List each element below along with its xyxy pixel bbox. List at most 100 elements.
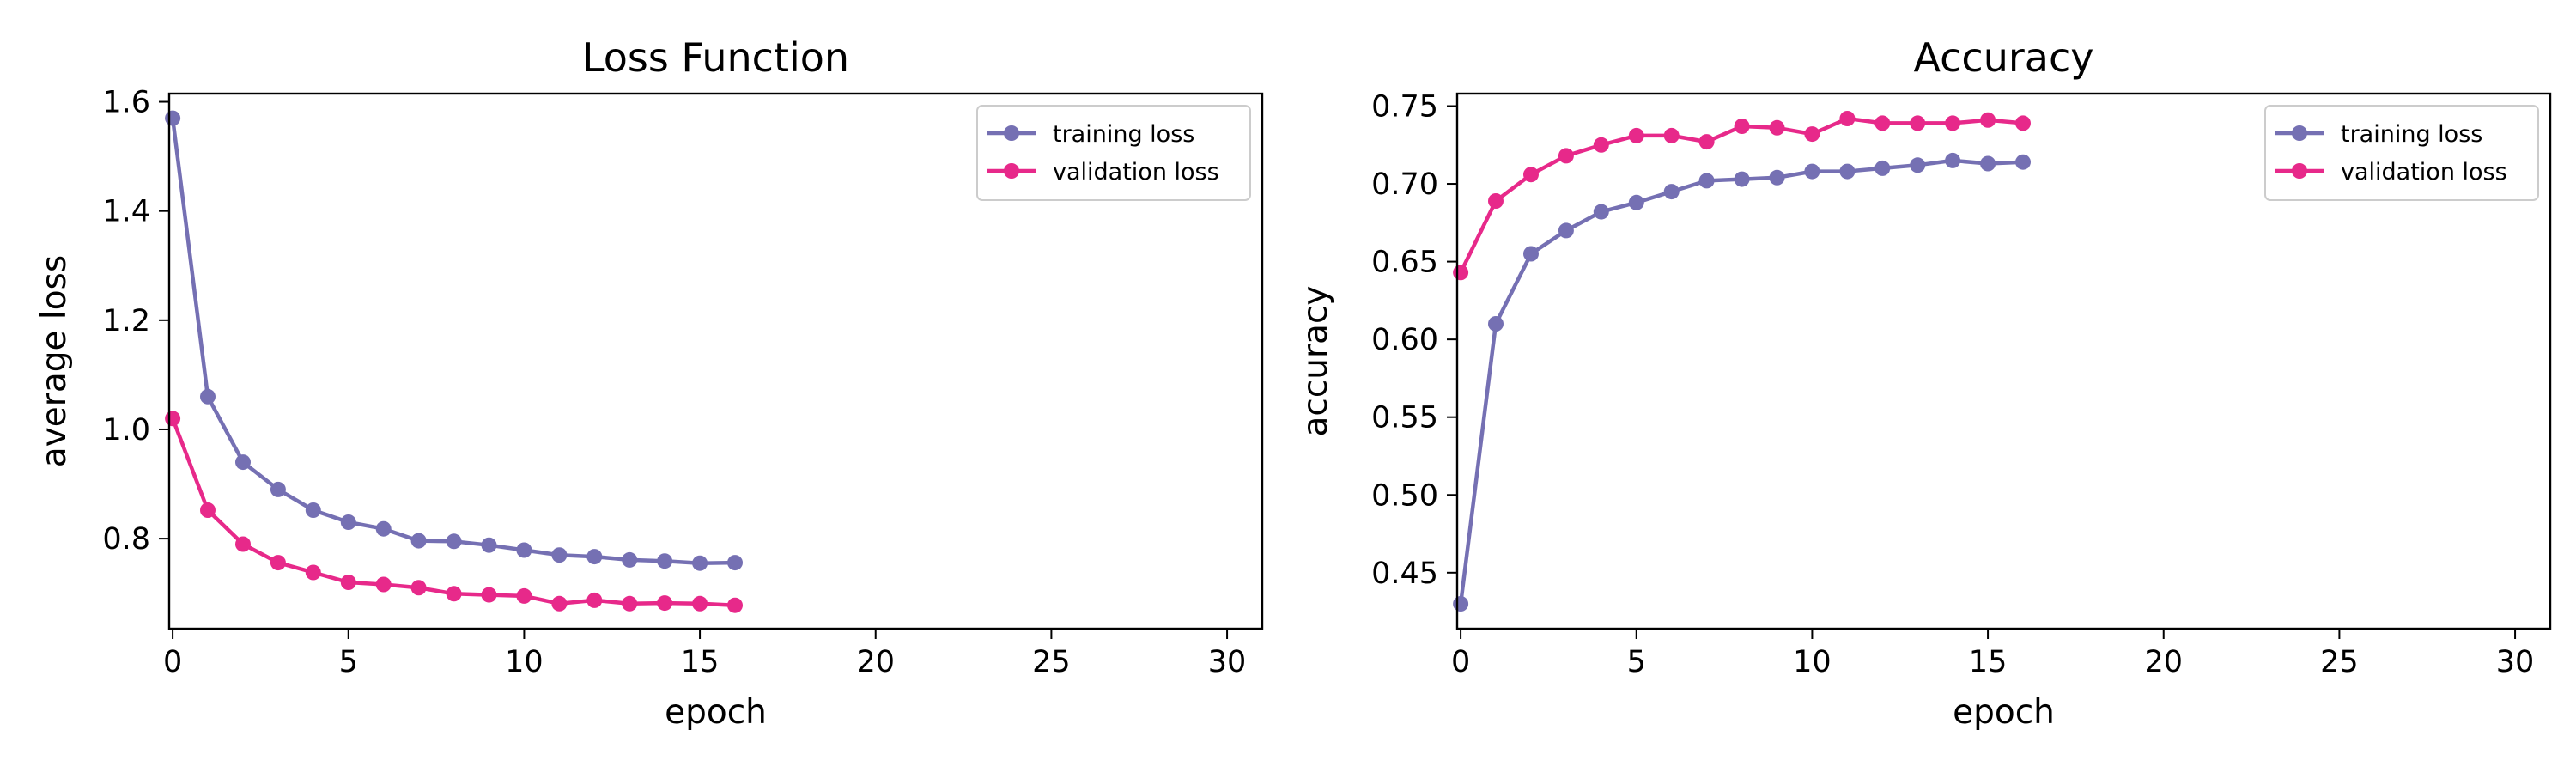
chart-panel-2: Accuracy 0 5 10 15 20 25 30 0.45 0.50 0.55 0.60 0.65… (1297, 34, 2552, 732)
data-point (1839, 111, 1856, 126)
data-point (622, 551, 638, 568)
data-point (1523, 246, 1539, 262)
data-point (1945, 152, 1961, 168)
legend-label: validation loss (1053, 159, 1219, 186)
y-tick-label: 1.6 (102, 86, 150, 120)
data-point (1874, 115, 1891, 131)
data-point (305, 502, 321, 518)
y-tick-label: 0.70 (1371, 167, 1438, 202)
data-point (657, 595, 673, 612)
series-line-1 (1458, 158, 2024, 605)
data-point (1698, 134, 1715, 150)
data-point (1839, 163, 1856, 180)
data-point (1488, 193, 1504, 209)
data-point (1910, 157, 1926, 173)
legend: training loss validation loss (2264, 105, 2539, 201)
y-axis-label: average loss (35, 255, 74, 467)
x-tick-label: 30 (2496, 645, 2535, 679)
y-tick-label: 0.8 (102, 522, 150, 557)
data-point (692, 555, 708, 571)
data-point (1593, 137, 1609, 153)
legend-label: validation loss (2341, 159, 2507, 186)
x-tick-label: 5 (339, 645, 358, 679)
chart-panel-1: Loss Function 0 5 10 15 20 25 30 0.8 1.0 1.2 1.4 1.6… (35, 34, 1264, 732)
y-tick-label: 0.65 (1371, 246, 1438, 280)
data-point (586, 549, 603, 565)
data-point (270, 555, 286, 571)
legend-swatch-marker (2292, 125, 2307, 141)
data-point (516, 587, 532, 604)
legend-label: training loss (1053, 121, 1194, 148)
data-point (1523, 167, 1539, 183)
data-point (1453, 265, 1469, 281)
data-point (1558, 222, 1574, 239)
data-point (200, 388, 216, 405)
x-tick-label: 25 (1032, 645, 1071, 679)
legend-swatch-marker (1004, 163, 1019, 179)
data-point (235, 536, 251, 552)
data-point (1980, 112, 1996, 128)
data-point (551, 547, 568, 563)
data-point (270, 481, 286, 497)
y-tick-label: 1.0 (102, 413, 150, 447)
data-point (375, 520, 392, 537)
data-point (551, 595, 568, 612)
y-tick-label: 0.75 (1371, 89, 1438, 124)
legend-box (976, 105, 1251, 201)
x-tick-label: 0 (1451, 645, 1470, 679)
data-point (1769, 119, 1785, 136)
data-point (1593, 204, 1609, 220)
data-point (1734, 171, 1750, 187)
data-point (340, 514, 356, 530)
data-point (2015, 115, 2031, 131)
x-tick-label: 25 (2320, 645, 2359, 679)
x-axis-label: epoch (1953, 693, 2055, 732)
x-tick-label: 30 (1208, 645, 1247, 679)
y-tick-label: 1.2 (102, 304, 150, 338)
data-point (1488, 316, 1504, 332)
y-tick-label: 1.4 (102, 195, 150, 229)
legend-box (2264, 105, 2539, 201)
series-line-2 (170, 417, 736, 607)
series-line-1 (170, 118, 736, 565)
x-tick-label: 15 (1969, 645, 2008, 679)
data-point (200, 502, 216, 518)
x-axis-label: epoch (665, 693, 767, 732)
legend-swatch-marker (1004, 125, 1019, 141)
data-point (1769, 169, 1785, 186)
data-point (1628, 127, 1644, 143)
data-point (165, 411, 181, 427)
data-point (1558, 148, 1574, 164)
data-point (516, 542, 532, 558)
data-point (657, 553, 673, 569)
data-point (375, 576, 392, 593)
y-axis-label: accuracy (1297, 286, 1335, 437)
data-point (1804, 126, 1820, 143)
data-point (1980, 155, 1996, 172)
data-point (1734, 119, 1750, 134)
x-tick-label: 10 (505, 645, 544, 679)
x-tick-label: 20 (856, 645, 895, 679)
data-point (165, 110, 181, 126)
data-point (586, 592, 603, 608)
legend: training loss validation loss (976, 105, 1251, 201)
y-tick-label: 0.55 (1371, 401, 1438, 435)
data-point (1804, 163, 1820, 180)
legend-swatch-marker (2292, 163, 2307, 179)
data-point (235, 454, 251, 471)
plot-frame (167, 92, 1264, 630)
data-point (1698, 173, 1715, 189)
x-tick-label: 10 (1793, 645, 1832, 679)
x-tick-label: 15 (681, 645, 720, 679)
data-point (481, 587, 497, 603)
x-tick-label: 0 (163, 645, 182, 679)
data-point (1663, 184, 1680, 200)
data-point (1910, 115, 1926, 131)
data-point (305, 564, 321, 581)
data-point (1945, 115, 1961, 131)
data-point (1628, 194, 1644, 210)
data-point (692, 595, 708, 612)
plot-frame (1455, 92, 2552, 630)
x-tick-label: 20 (2144, 645, 2183, 679)
